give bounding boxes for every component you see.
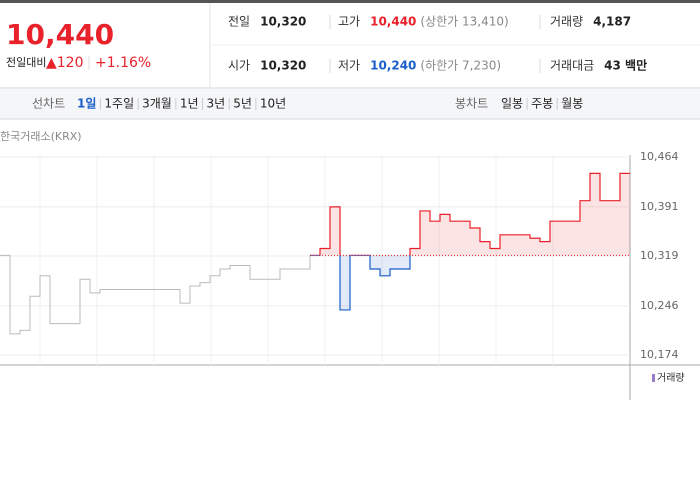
summary-value: 10,440 [370,15,416,29]
summary-label: 시가 [228,59,250,73]
summary-value: 43 백만 [604,58,647,73]
y-tick-label: 10,174 [640,348,679,361]
y-tick-label: 10,319 [640,249,679,262]
summary-value: 10,320 [260,59,306,73]
summary-label: 거래량 [550,15,583,29]
summary-note: (상한가 13,410) [420,15,508,29]
change-rate: +1.16% [95,55,151,71]
summary-note: (하한가 7,230) [420,59,501,73]
summary-label: 전일 [228,15,250,29]
period-tab[interactable]: 1주일 [104,97,134,111]
legend-swatch [652,374,655,382]
summary-value: 4,187 [593,15,631,29]
tab-group-label: 선차트 [32,97,65,111]
legend-label: 거래량 [657,372,685,384]
price: 10,440 [6,18,114,51]
period-tab[interactable]: 3년 [207,97,226,111]
candle-tab[interactable]: 일봉 [501,97,523,111]
period-tab[interactable]: 5년 [233,97,252,111]
period-tab[interactable]: 1년 [180,97,199,111]
y-tick-label: 10,246 [640,299,679,312]
period-tab[interactable]: 10년 [260,97,286,111]
change: ▲120 [46,55,84,71]
summary-label: 거래대금 [550,59,594,73]
y-tick-label: 10,391 [640,200,679,213]
period-tab[interactable]: 1일 [77,97,96,111]
period-tab[interactable]: 3개월 [142,97,172,111]
change-label: 전일대비 [6,55,46,69]
chart-source: 한국거래소(KRX) [0,130,82,143]
summary-value: 10,320 [260,15,306,29]
price-line-up [310,172,630,256]
summary-value: 10,240 [370,59,416,73]
candle-tab[interactable]: 월봉 [561,97,583,111]
summary-label: 저가 [338,59,360,73]
y-tick-label: 10,464 [640,150,679,163]
area-up [310,173,630,256]
candle-tab[interactable]: 주봉 [531,97,553,111]
summary-label: 고가 [338,15,360,29]
price-line [0,254,311,335]
area-down [340,255,410,310]
tab-bar [0,89,700,119]
tab-group-label: 봉차트 [455,97,488,111]
top-border [0,0,700,3]
